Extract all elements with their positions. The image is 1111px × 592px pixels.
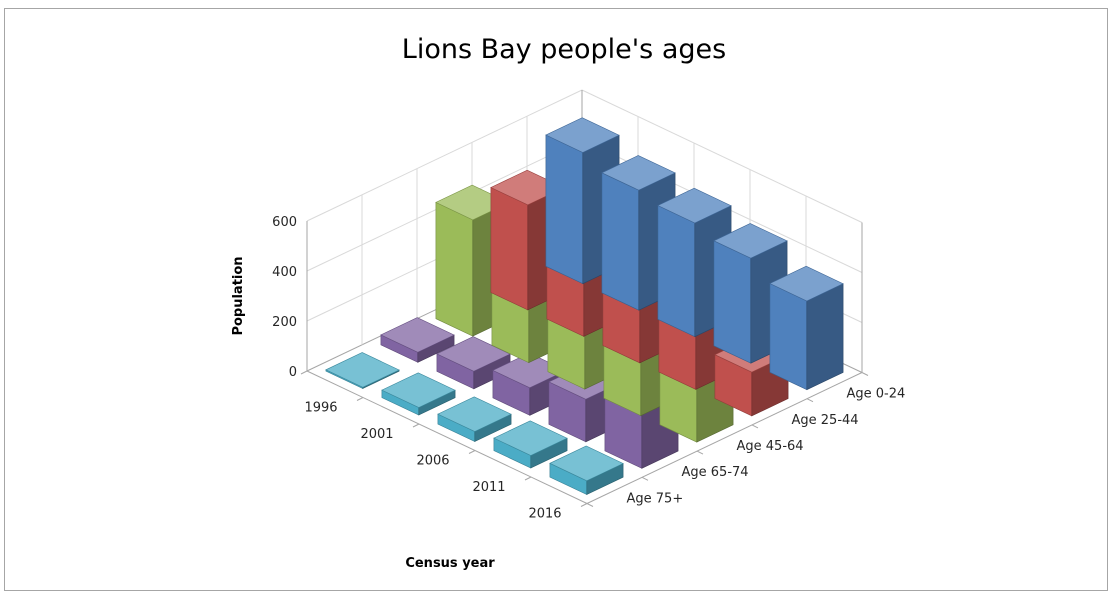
tick-labels: 0 200 400 600 1996 2001 2006 2011 2016 Age 0-24 Ag…	[272, 215, 905, 521]
y-axis-title: Population	[231, 256, 246, 335]
x-tick-label: 2011	[472, 480, 505, 495]
x-tick-mark	[524, 476, 532, 481]
series-tick-mark	[751, 424, 759, 429]
series-label: Age 25-44	[792, 413, 859, 428]
bar-front-face	[435, 201, 474, 337]
bar	[381, 372, 456, 416]
series-tick-mark	[641, 476, 649, 481]
bar-top-face	[493, 420, 568, 456]
gridline-left	[306, 89, 583, 222]
series-label: Age 0-24	[847, 387, 906, 402]
series-label: Age 45-64	[737, 439, 804, 454]
floor-edge	[586, 372, 863, 504]
x-tick-mark	[580, 503, 588, 507]
series-tick-mark	[806, 398, 814, 403]
series-label: Age 75+	[627, 491, 684, 506]
bar	[380, 317, 455, 363]
x-tick-label: 2001	[360, 427, 393, 442]
chart-svg: 0 200 400 600 1996 2001 2006 2011 2016 Age 0-24 Ag…	[231, 34, 905, 571]
bar-side-face	[806, 283, 844, 391]
gridline-back	[581, 89, 863, 223]
bar-front-face	[713, 240, 752, 364]
x-tick-label: 2016	[528, 506, 561, 521]
x-tick-mark	[300, 370, 308, 375]
bar	[769, 265, 844, 391]
bar-top-face	[769, 265, 844, 302]
series-tick-mark	[696, 450, 704, 455]
x-tick-label: 1996	[304, 400, 337, 415]
x-tick-mark	[468, 450, 476, 454]
bar-front-face	[657, 205, 696, 338]
series-tick-mark	[861, 372, 869, 376]
x-tick-mark	[356, 397, 364, 401]
x-axis-title: Census year	[405, 556, 495, 571]
x-tick-label: 2006	[416, 453, 449, 468]
bar-top-face	[325, 352, 400, 388]
bar	[325, 352, 400, 389]
y-tick-label: 0	[289, 365, 297, 380]
series-label: Age 65-74	[682, 465, 749, 480]
bar	[713, 223, 788, 364]
bars	[325, 117, 844, 495]
bar-top-face	[380, 317, 455, 353]
series-tick-mark	[586, 503, 594, 507]
bar-top-face	[545, 117, 620, 153]
floor-edge	[306, 370, 588, 504]
bar-top-face	[713, 223, 788, 259]
bar-top-face	[437, 396, 512, 432]
bar-top-face	[657, 187, 732, 224]
y-tick-label: 600	[272, 215, 297, 230]
bar	[437, 396, 512, 442]
chart-area: 0 200 400 600 1996 2001 2006 2011 2016 Age 0-24 Ag…	[4, 8, 1108, 591]
bar-front-face	[601, 172, 640, 311]
bar-front-face	[490, 187, 529, 311]
bar-top-face	[549, 445, 624, 482]
y-tick-label: 400	[272, 265, 297, 280]
x-tick-mark	[412, 423, 420, 428]
bar-front-face	[769, 283, 808, 391]
bar	[549, 445, 624, 495]
bar-front-face	[545, 134, 584, 285]
chart-title: Lions Bay people's ages	[402, 34, 726, 65]
y-tick-label: 200	[272, 315, 297, 330]
bar-top-face	[381, 372, 456, 408]
bar	[493, 420, 568, 469]
bar-top-face	[601, 155, 676, 191]
